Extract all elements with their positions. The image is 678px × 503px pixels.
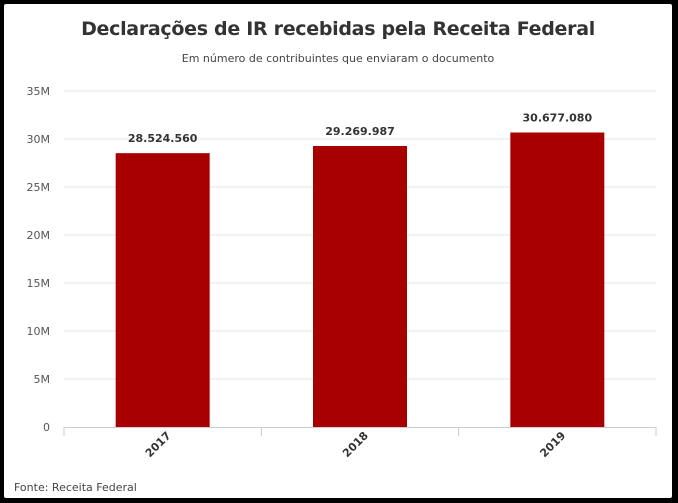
bar <box>510 132 605 427</box>
x-axis <box>63 427 657 436</box>
data-label: 29.269.987 <box>325 125 395 138</box>
y-tick-label: 0 <box>43 421 50 434</box>
data-label: 30.677.080 <box>523 112 593 125</box>
x-axis-category-labels: 2017 2018 2019 <box>143 429 569 460</box>
y-tick-label: 35M <box>27 85 51 98</box>
y-tick-label: 25M <box>27 181 51 194</box>
data-labels: 28.524.560 29.269.987 30.677.080 <box>128 112 593 146</box>
y-tick-label: 15M <box>27 277 51 290</box>
x-tick-label: 2019 <box>537 429 568 460</box>
data-label: 28.524.560 <box>128 132 198 145</box>
chart-frame: Declarações de IR recebidas pela Receita… <box>4 4 672 498</box>
bar <box>313 146 407 427</box>
bar <box>115 153 210 427</box>
source-note: Fonte: Receita Federal <box>14 481 137 494</box>
x-tick-label: 2018 <box>340 429 371 460</box>
y-axis-tick-labels: 0 5M 10M 15M 20M 25M 30M 35M <box>27 85 51 434</box>
y-tick-label: 10M <box>27 325 51 338</box>
bars <box>115 132 605 427</box>
chart-title: Declarações de IR recebidas pela Receita… <box>81 18 595 40</box>
x-tick-label: 2017 <box>143 429 174 460</box>
y-tick-label: 30M <box>27 133 51 146</box>
chart-subtitle: Em número de contribuintes que enviaram … <box>181 52 495 65</box>
bar-chart: 0 5M 10M 15M 20M 25M 30M 35M 28.524.560 29.269.9… <box>27 85 657 460</box>
y-tick-label: 5M <box>34 373 51 386</box>
y-tick-label: 20M <box>27 229 51 242</box>
